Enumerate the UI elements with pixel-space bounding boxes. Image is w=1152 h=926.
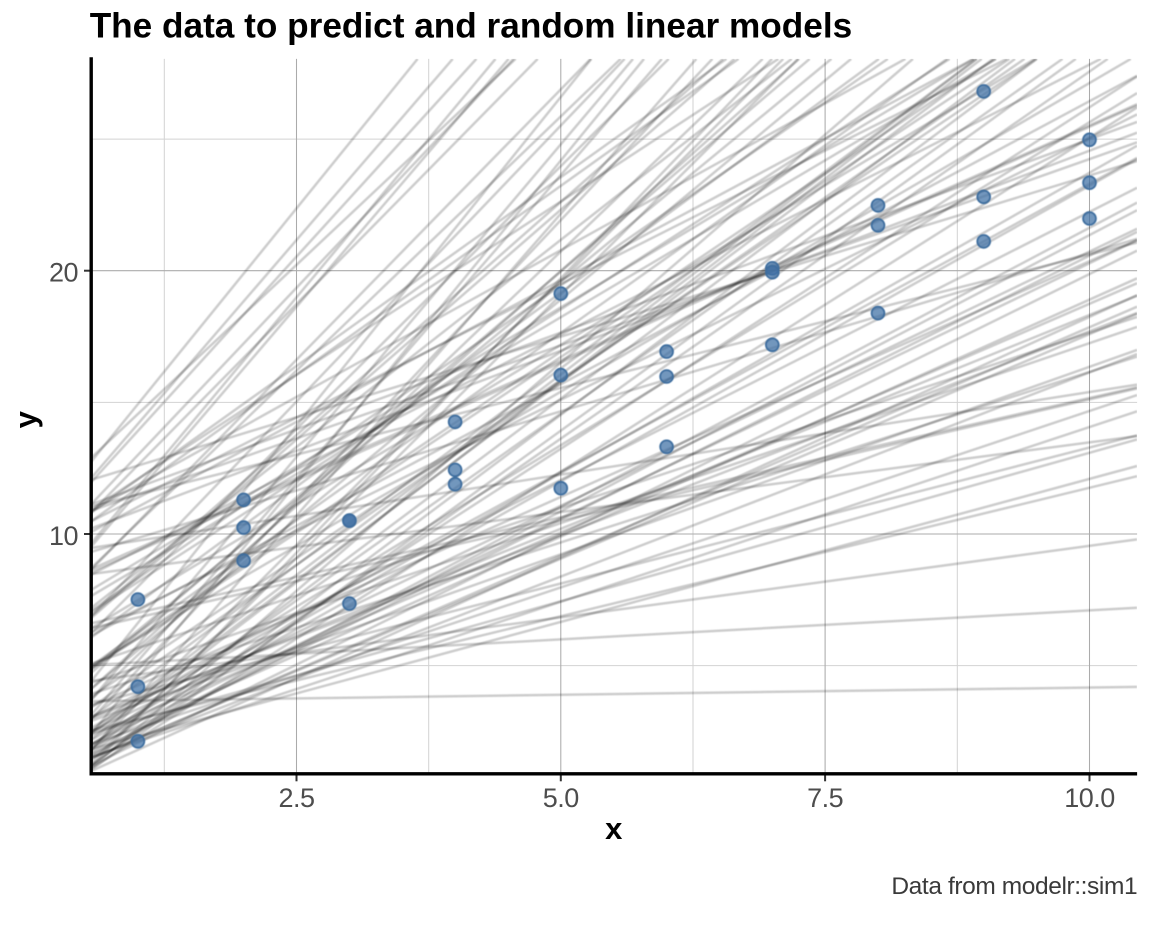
svg-text:2.5: 2.5 [278,783,314,813]
svg-text:7.5: 7.5 [807,783,843,813]
svg-text:5.0: 5.0 [543,783,579,813]
svg-text:x: x [605,811,623,846]
svg-text:20: 20 [49,258,78,288]
svg-text:10: 10 [49,521,78,551]
svg-text:10.0: 10.0 [1064,783,1115,813]
svg-text:The data to predict and random: The data to predict and random linear mo… [90,7,853,46]
svg-text:Data from modelr::sim1: Data from modelr::sim1 [891,873,1137,900]
svg-text:y: y [8,410,43,428]
